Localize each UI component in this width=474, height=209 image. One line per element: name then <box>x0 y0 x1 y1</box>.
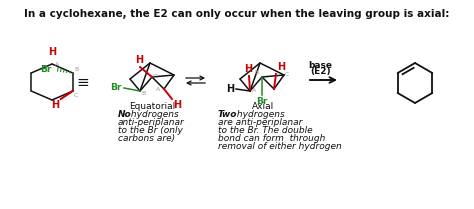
Text: Two: Two <box>218 110 237 119</box>
Text: H: H <box>226 84 234 94</box>
Text: A: A <box>252 88 256 93</box>
Text: B: B <box>141 91 145 96</box>
Text: B: B <box>255 70 259 75</box>
Text: carbons are): carbons are) <box>118 134 175 143</box>
Text: hydrogens: hydrogens <box>234 110 285 119</box>
Text: Axial: Axial <box>252 102 274 111</box>
Text: Br: Br <box>40 65 52 74</box>
Text: In a cyclohexane, the E2 can only occur when the leaving group is axial:: In a cyclohexane, the E2 can only occur … <box>24 9 450 19</box>
Text: to the Br (only: to the Br (only <box>118 126 183 135</box>
Text: C: C <box>74 93 78 98</box>
Text: H: H <box>277 62 285 72</box>
Text: ≡: ≡ <box>77 74 90 89</box>
Text: A: A <box>55 61 59 66</box>
Text: C: C <box>285 73 289 78</box>
Text: (E2): (E2) <box>310 67 331 76</box>
Text: removal of either hydrogen: removal of either hydrogen <box>218 142 342 151</box>
Text: Equatorial: Equatorial <box>129 102 175 111</box>
Text: base: base <box>309 61 332 70</box>
Text: H: H <box>51 100 59 110</box>
Text: B: B <box>75 67 79 72</box>
Text: C: C <box>153 74 157 79</box>
Text: Br: Br <box>256 97 268 106</box>
Text: anti-periplanar: anti-periplanar <box>118 118 185 127</box>
Text: hydrogens: hydrogens <box>128 110 179 119</box>
Text: No: No <box>118 110 132 119</box>
Text: H: H <box>173 100 181 110</box>
Text: bond can form  through: bond can form through <box>218 134 325 143</box>
Text: H: H <box>48 47 56 57</box>
Text: to the Br. The double: to the Br. The double <box>218 126 313 135</box>
Text: A: A <box>156 87 160 92</box>
Text: H: H <box>244 64 252 74</box>
Text: are anti-periplanar: are anti-periplanar <box>218 118 302 127</box>
Text: H: H <box>135 55 143 65</box>
Text: Br: Br <box>110 84 122 93</box>
